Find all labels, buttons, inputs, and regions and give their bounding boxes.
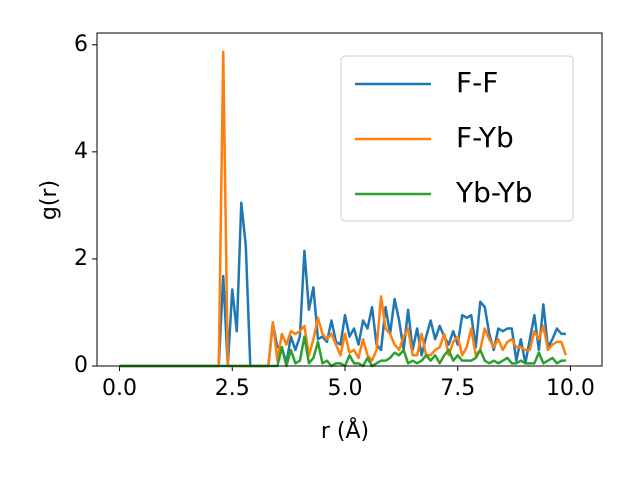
x-tick-label: 2.5 xyxy=(215,376,250,401)
legend-label: F-F xyxy=(456,66,498,99)
y-tick-label: 2 xyxy=(74,246,88,271)
y-tick-label: 6 xyxy=(74,32,88,57)
legend-label: Yb-Yb xyxy=(455,176,533,209)
axes-frame xyxy=(96,32,603,367)
y-axis-label: g(r) xyxy=(37,180,62,220)
x-tick-label: 0.0 xyxy=(102,376,137,401)
legend-label: F-Yb xyxy=(456,121,514,154)
x-tick-label: 10.0 xyxy=(546,376,595,401)
y-tick-label: 4 xyxy=(74,139,88,164)
x-axis-label: r (Å) xyxy=(321,417,369,444)
y-tick-label: 0 xyxy=(74,353,88,378)
x-tick-label: 5.0 xyxy=(327,376,362,401)
legend-box xyxy=(340,55,574,222)
x-tick-label: 7.5 xyxy=(440,376,475,401)
